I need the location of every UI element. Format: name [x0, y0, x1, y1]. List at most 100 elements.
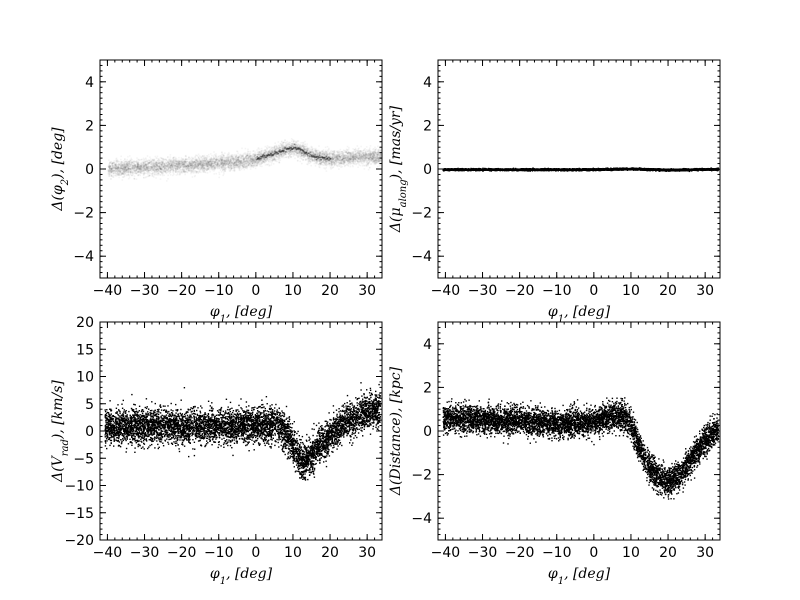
data-point — [233, 164, 236, 166]
data-point — [350, 157, 353, 160]
data-point — [123, 167, 126, 169]
data-point — [282, 148, 284, 150]
data-point — [295, 151, 297, 154]
data-point — [237, 161, 240, 164]
data-point — [363, 156, 366, 159]
data-point — [331, 153, 333, 156]
data-point — [268, 146, 270, 148]
data-point — [349, 152, 352, 154]
data-point — [198, 158, 201, 160]
data-point — [275, 155, 278, 158]
data-point — [364, 160, 366, 162]
data-point — [340, 153, 343, 155]
data-point — [243, 162, 246, 164]
data-point — [146, 171, 149, 173]
data-point — [323, 162, 326, 165]
data-point — [324, 153, 326, 156]
data-point — [328, 161, 330, 163]
data-point — [250, 159, 253, 162]
data-point — [188, 165, 190, 168]
data-point — [300, 154, 303, 157]
data-point — [347, 160, 349, 162]
data-point — [285, 145, 288, 147]
data-point — [323, 157, 326, 160]
data-point — [171, 160, 173, 163]
data-point — [278, 150, 281, 153]
data-point — [276, 150, 278, 152]
data-point — [239, 160, 242, 163]
data-point — [161, 161, 164, 164]
data-point — [114, 162, 117, 165]
data-point — [159, 165, 161, 168]
data-point — [178, 161, 181, 164]
data-point — [288, 149, 291, 152]
data-point — [121, 172, 124, 174]
data-point — [352, 159, 355, 161]
data-point — [231, 160, 233, 162]
data-point — [210, 159, 212, 162]
data-point — [140, 168, 142, 171]
data-point — [340, 160, 342, 163]
data-point — [338, 165, 341, 167]
data-point — [110, 170, 113, 172]
data-point — [241, 159, 244, 162]
data-point — [253, 162, 256, 165]
data-point — [144, 168, 146, 170]
data-point — [165, 162, 168, 164]
data-point — [225, 156, 228, 159]
data-point — [226, 163, 229, 165]
data-point — [329, 152, 331, 154]
data-point — [283, 148, 286, 150]
data-point — [186, 169, 188, 172]
data-point — [291, 145, 293, 147]
data-point — [144, 163, 147, 165]
data-point — [269, 158, 271, 161]
data-point — [137, 170, 140, 173]
data-point — [240, 167, 243, 169]
data-point — [164, 170, 166, 173]
data-point — [346, 157, 348, 159]
data-point — [111, 162, 113, 164]
data-point — [212, 164, 215, 167]
data-point — [161, 158, 163, 160]
data-point — [291, 140, 293, 142]
data-point — [118, 166, 120, 169]
data-point — [129, 172, 132, 174]
data-point — [251, 158, 254, 160]
data-point — [278, 147, 280, 149]
data-point — [140, 170, 142, 172]
data-point — [261, 157, 263, 160]
data-point — [379, 156, 382, 158]
data-point — [119, 164, 122, 167]
data-point — [120, 166, 123, 169]
data-point — [281, 152, 284, 154]
data-point — [208, 163, 211, 166]
data-point — [306, 151, 309, 153]
data-point — [378, 160, 380, 163]
data-point — [342, 162, 345, 165]
data-point — [270, 162, 273, 164]
data-point — [144, 165, 147, 168]
data-point — [306, 149, 309, 152]
data-point — [310, 152, 312, 154]
data-point — [364, 159, 366, 161]
data-point — [243, 162, 245, 165]
data-point — [143, 176, 145, 179]
data-point — [329, 156, 331, 158]
data-point — [173, 160, 176, 162]
data-point — [274, 146, 276, 149]
data-point — [367, 157, 370, 159]
data-point — [236, 165, 238, 167]
data-point — [214, 163, 217, 166]
data-point — [158, 163, 160, 165]
data-point — [126, 164, 129, 166]
data-point — [156, 159, 159, 162]
data-point — [278, 155, 281, 157]
data-point — [348, 152, 350, 154]
data-point — [224, 166, 227, 169]
data-point — [180, 162, 183, 165]
data-point — [226, 157, 228, 159]
data-point — [364, 154, 366, 157]
data-point — [235, 162, 238, 164]
data-point — [182, 161, 184, 163]
